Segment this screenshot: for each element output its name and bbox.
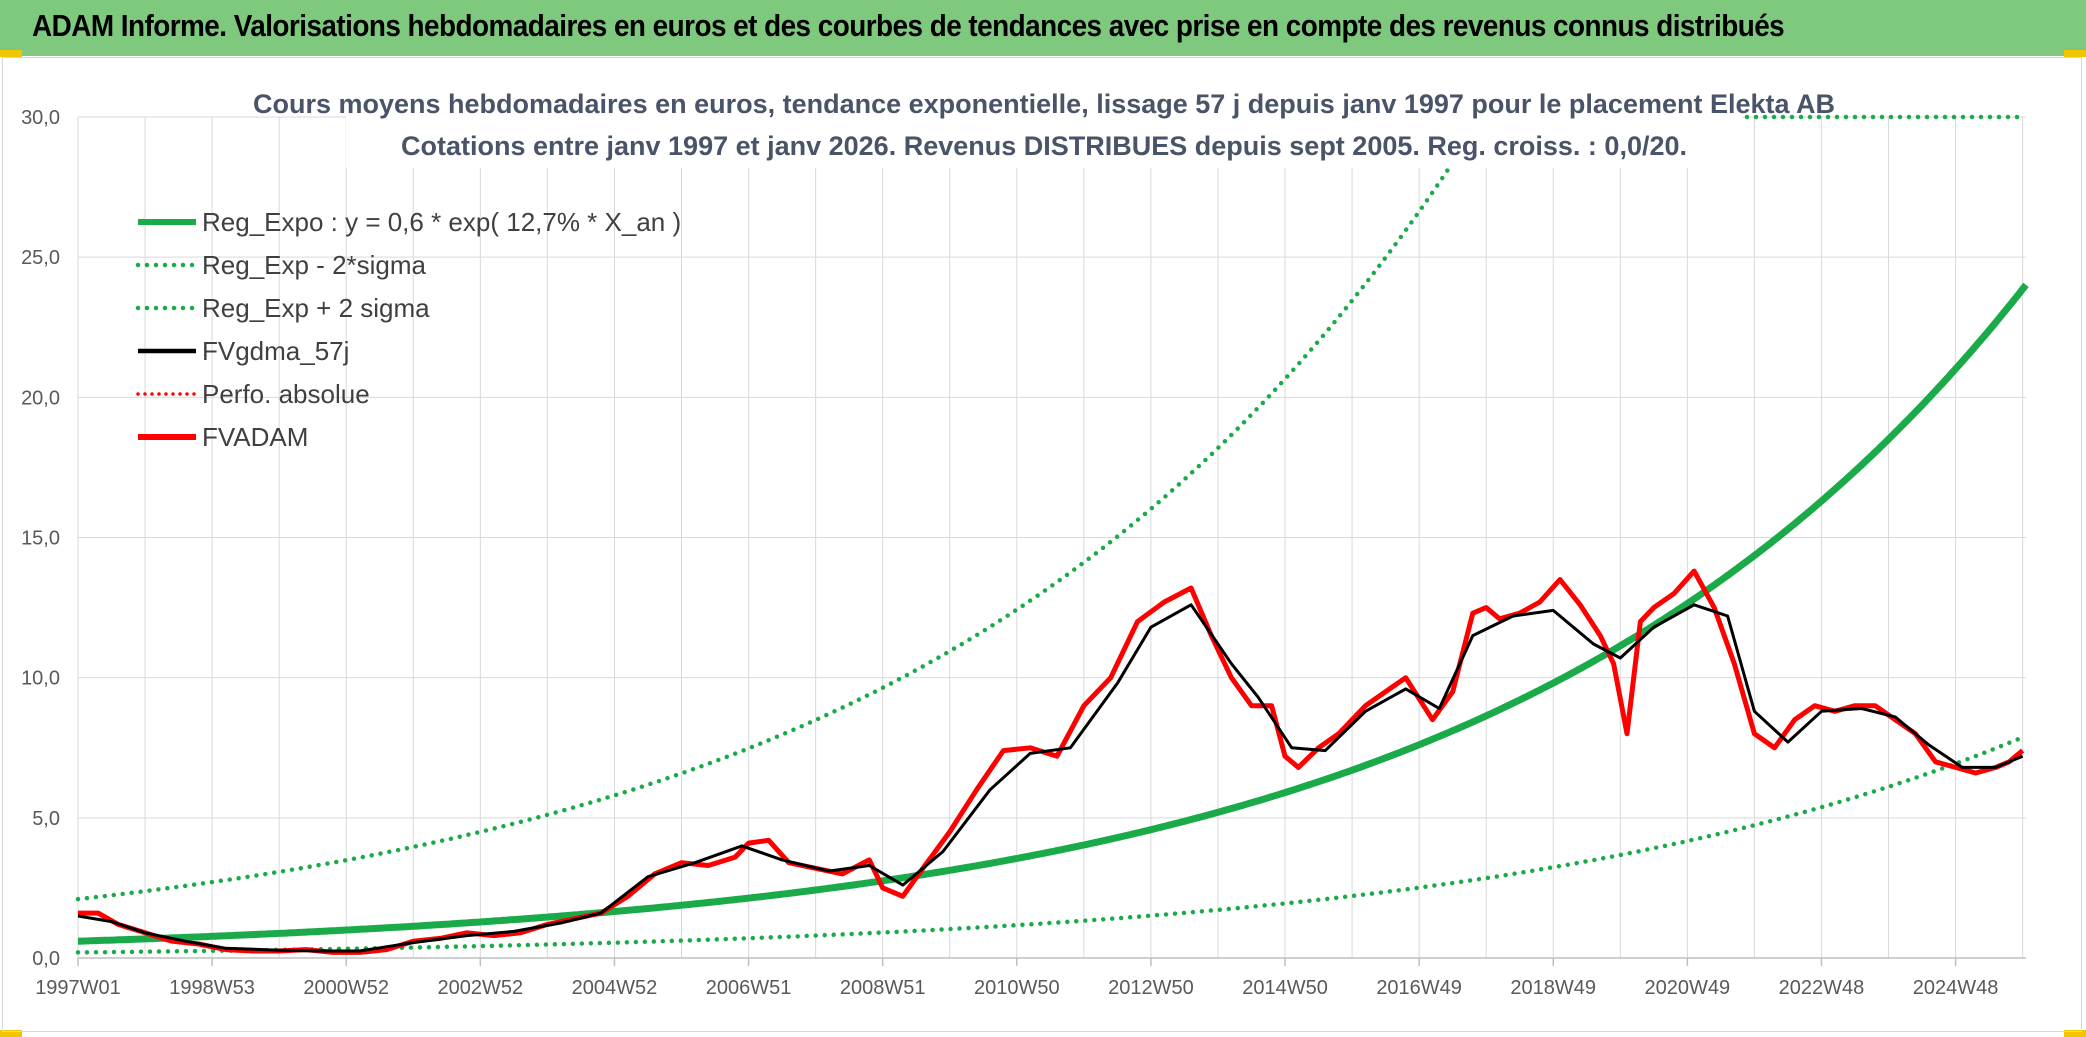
title-backdrop — [346, 82, 1742, 168]
x-tick-label: 2004W52 — [572, 977, 658, 999]
legend-reg-expo-label: Reg_Expo : y = 0,6 * exp( 12,7% * X_an ) — [202, 207, 681, 237]
report-banner: ADAM Informe. Valorisations hebdomadaire… — [0, 0, 2086, 56]
x-tick-label: 2020W49 — [1645, 977, 1731, 999]
y-tick-label: 10,0 — [21, 668, 60, 690]
x-tick-label: 2000W52 — [303, 977, 389, 999]
legend-perfo-absolue-label: Perfo. absolue — [202, 379, 370, 409]
y-tick-label: 0,0 — [32, 948, 60, 970]
y-tick-label: 25,0 — [21, 247, 60, 269]
x-tick-label: 2006W51 — [706, 977, 792, 999]
corner-marker-bottom-left — [0, 1030, 22, 1037]
x-tick-label: 1998W53 — [169, 977, 255, 999]
chart-legend: Reg_Expo : y = 0,6 * exp( 12,7% * X_an )… — [135, 207, 681, 452]
price-series — [77, 568, 2025, 955]
reg-expo-line — [77, 282, 2029, 945]
y-tick-label: 20,0 — [21, 387, 60, 409]
x-tick-label: 2018W49 — [1510, 977, 1596, 999]
legend-reg-exp-minus-label: Reg_Exp - 2*sigma — [202, 250, 427, 280]
x-tick-label: 2010W50 — [974, 977, 1060, 999]
x-tick-label: 2014W50 — [1242, 977, 1328, 999]
regression-curves — [75, 114, 2029, 955]
y-tick-label: 15,0 — [21, 528, 60, 550]
reg-exp-minus-2sigma-line — [75, 733, 2029, 955]
legend-fvgdma-label: FVgdma_57j — [202, 336, 349, 366]
corner-marker-left — [0, 50, 22, 57]
y-tick-label: 5,0 — [32, 808, 60, 830]
legend-reg-exp-plus-label: Reg_Exp + 2 sigma — [202, 293, 430, 323]
x-tick-label: 2022W48 — [1779, 977, 1865, 999]
report-title: ADAM Informe. Valorisations hebdomadaire… — [32, 8, 1785, 43]
chart-title: Cours moyens hebdomadaires en euros, ten… — [253, 89, 1835, 119]
x-tick-label: 2024W48 — [1913, 977, 1999, 999]
fvadam-line — [78, 568, 2025, 955]
legend-fvadam-label: FVADAM — [202, 422, 308, 452]
chart-subtitle: Cotations entre janv 1997 et janv 2026. … — [401, 131, 1687, 161]
y-tick-label: 30,0 — [21, 107, 60, 129]
corner-marker-right — [2064, 50, 2086, 57]
chart-axes: 0,0 5,0 10,0 15,0 20,0 25,0 30,0 1997W01 1998W53… — [21, 107, 2026, 999]
x-tick-label: 2016W49 — [1376, 977, 1462, 999]
chart-frame — [2, 57, 2082, 1032]
x-tick-label: 2002W52 — [438, 977, 524, 999]
corner-marker-bottom-right — [2064, 1030, 2086, 1037]
x-tick-label: 2008W51 — [840, 977, 926, 999]
fvgdma-57j-line — [77, 603, 2024, 953]
x-tick-label: 1997W01 — [35, 977, 121, 999]
x-tick-label: 2012W50 — [1108, 977, 1194, 999]
chart-grid — [77, 116, 2026, 959]
